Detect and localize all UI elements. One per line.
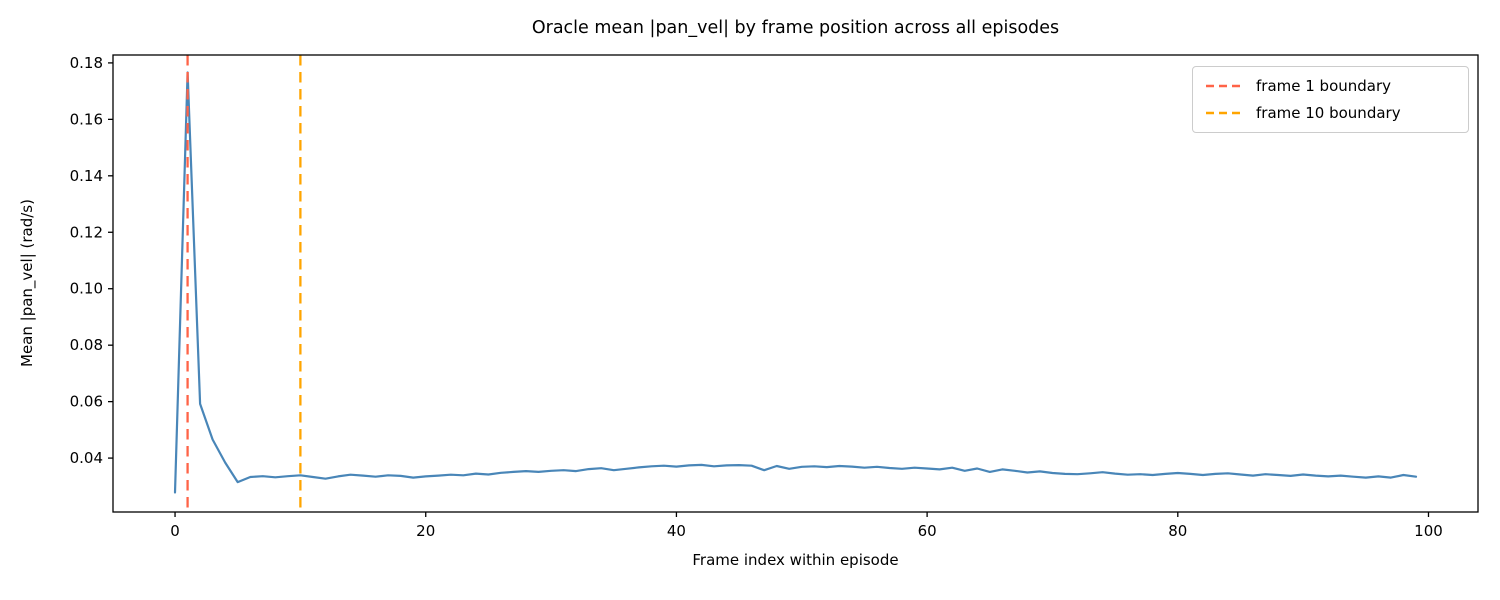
y-tick-label: 0.06 — [70, 393, 103, 411]
y-tick-label: 0.12 — [70, 223, 103, 241]
plot-border — [112, 54, 1479, 513]
dashed-line-swatch-red — [1206, 85, 1244, 88]
x-axis-label: Frame index within episode — [692, 551, 899, 569]
x-tick-label: 0 — [170, 522, 180, 540]
y-tick-label: 0.16 — [70, 110, 103, 128]
x-tick-label: 40 — [667, 522, 686, 540]
y-tick-label: 0.18 — [70, 54, 103, 72]
x-tick-label: 60 — [918, 522, 937, 540]
legend-box: frame 1 boundary frame 10 boundary — [1192, 66, 1469, 133]
legend-entry-frame-1-boundary: frame 1 boundary — [1205, 77, 1456, 95]
x-tick-label: 100 — [1414, 522, 1443, 540]
y-tick-label: 0.14 — [70, 167, 103, 185]
y-tick-label: 0.04 — [70, 449, 103, 467]
y-tick-label: 0.10 — [70, 280, 103, 298]
x-tick-label: 20 — [416, 522, 435, 540]
x-tick-label: 80 — [1168, 522, 1187, 540]
y-tick-label: 0.08 — [70, 336, 103, 354]
y-axis-label: Mean |pan_vel| (rad/s) — [18, 199, 36, 367]
legend-entry-frame-10-boundary: frame 10 boundary — [1205, 104, 1456, 122]
legend-label: frame 1 boundary — [1256, 77, 1392, 96]
dashed-line-swatch-orange — [1206, 111, 1244, 114]
legend-label: frame 10 boundary — [1256, 103, 1401, 122]
chart-title: Oracle mean |pan_vel| by frame position … — [531, 18, 1060, 38]
series-line — [173, 71, 1418, 494]
